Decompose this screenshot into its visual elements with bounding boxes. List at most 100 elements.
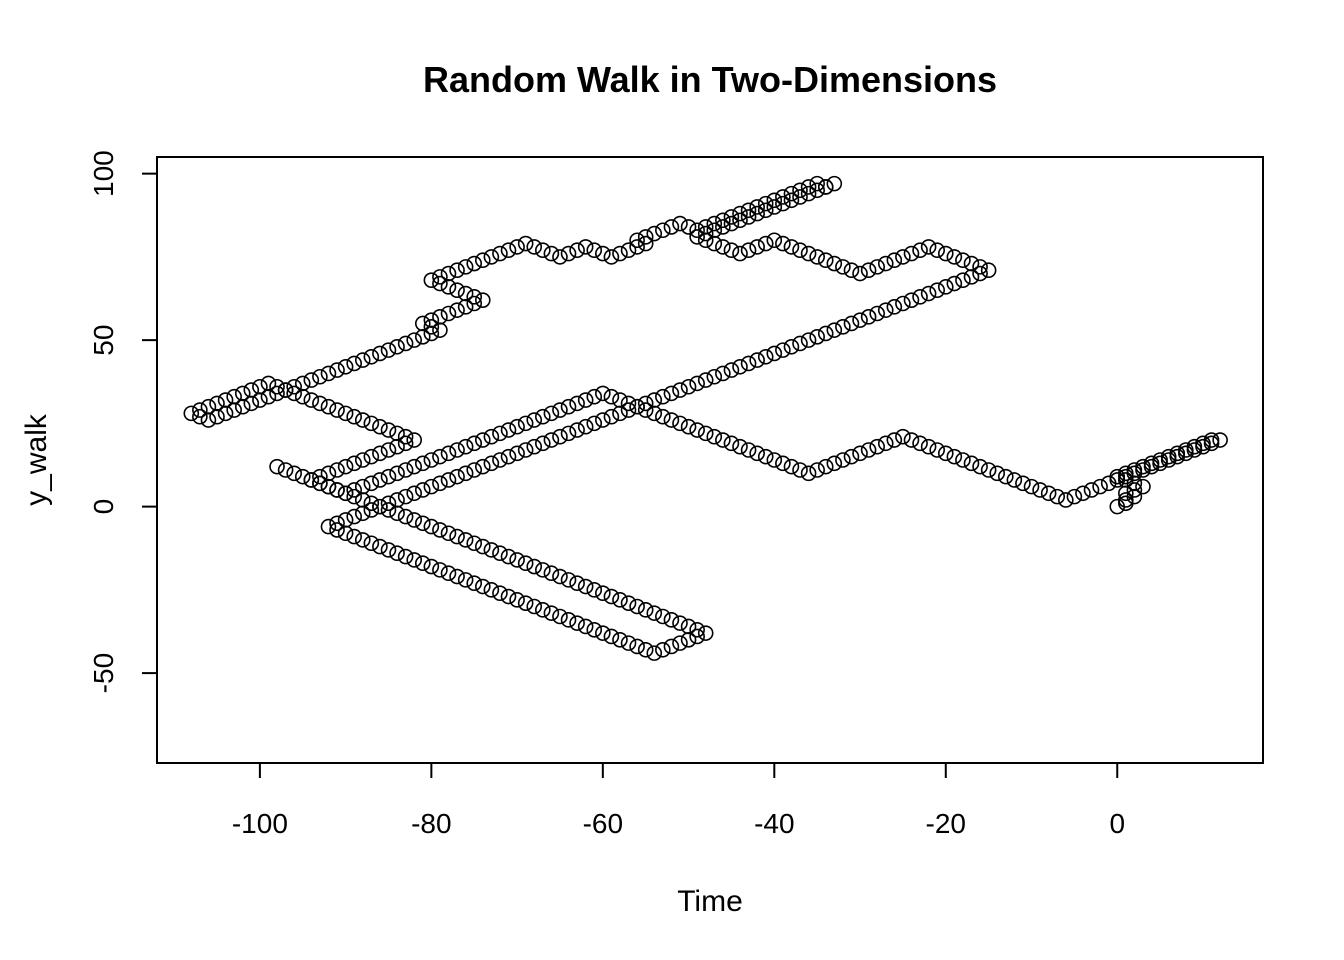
data-point xyxy=(903,432,920,448)
data-point xyxy=(535,602,551,618)
data-point xyxy=(329,482,345,498)
data-point xyxy=(312,475,328,492)
data-point xyxy=(535,242,551,259)
data-point xyxy=(414,315,431,332)
data-point xyxy=(517,595,534,611)
data-point xyxy=(629,598,645,615)
y-tick-label: 50 xyxy=(88,325,119,356)
data-point xyxy=(474,432,491,448)
data-point xyxy=(380,502,397,518)
data-point xyxy=(449,442,465,458)
data-point xyxy=(603,628,620,645)
data-point xyxy=(483,428,500,445)
data-point xyxy=(946,448,963,465)
data-point xyxy=(449,282,465,298)
data-point xyxy=(577,418,594,435)
data-point xyxy=(440,265,457,282)
data-point xyxy=(775,342,791,358)
x-tick-label: -60 xyxy=(583,808,623,839)
data-point xyxy=(689,229,705,245)
data-point xyxy=(423,478,440,495)
data-point xyxy=(603,588,620,605)
data-point xyxy=(972,259,988,275)
data-point xyxy=(817,179,834,195)
data-point xyxy=(955,272,971,288)
data-point xyxy=(1040,485,1057,502)
data-point xyxy=(397,548,414,565)
data-point xyxy=(449,468,465,485)
data-point xyxy=(1178,445,1194,462)
data-point xyxy=(1109,472,1126,488)
data-point xyxy=(500,422,517,438)
data-point xyxy=(800,245,817,262)
data-point xyxy=(972,265,988,282)
data-point xyxy=(869,438,885,455)
data-point xyxy=(509,552,525,568)
data-point xyxy=(543,605,560,621)
data-point xyxy=(363,495,380,512)
data-point xyxy=(646,225,663,242)
data-point xyxy=(363,415,380,432)
data-point xyxy=(740,209,757,225)
data-point xyxy=(783,239,800,255)
data-point xyxy=(740,202,757,219)
data-point xyxy=(603,388,620,405)
data-point xyxy=(509,418,525,435)
data-point xyxy=(680,618,697,635)
data-point xyxy=(723,242,740,259)
data-point xyxy=(689,375,705,392)
data-point xyxy=(817,325,834,342)
data-point xyxy=(937,445,954,462)
data-point xyxy=(1118,492,1134,508)
x-tick-label: -100 xyxy=(232,808,288,839)
data-point xyxy=(457,572,474,588)
data-point xyxy=(466,435,483,452)
data-point xyxy=(372,345,388,362)
data-point xyxy=(320,365,337,382)
data-point xyxy=(526,412,543,428)
data-point xyxy=(689,222,705,239)
data-point xyxy=(895,428,911,445)
data-point xyxy=(732,212,748,229)
data-point xyxy=(397,335,414,352)
data-point xyxy=(586,388,603,405)
data-point xyxy=(757,235,774,252)
data-point xyxy=(432,269,448,285)
data-point xyxy=(500,588,517,605)
data-point xyxy=(835,319,851,335)
data-point xyxy=(920,285,937,302)
data-point xyxy=(697,372,714,388)
data-point xyxy=(792,189,808,205)
data-point xyxy=(286,385,302,402)
data-point xyxy=(483,455,500,472)
data-point xyxy=(783,458,800,475)
data-point xyxy=(689,422,705,438)
data-point xyxy=(637,395,654,412)
data-point xyxy=(835,259,851,275)
data-point xyxy=(1058,492,1074,508)
data-point xyxy=(200,412,217,428)
data-point xyxy=(877,255,894,272)
data-point xyxy=(372,472,388,488)
data-point xyxy=(672,415,688,432)
data-point xyxy=(1015,475,1031,492)
data-point xyxy=(500,242,517,259)
data-point xyxy=(595,625,611,641)
data-point xyxy=(209,408,225,425)
data-point xyxy=(757,195,774,212)
data-point xyxy=(920,239,937,255)
data-point xyxy=(560,425,577,442)
data-point xyxy=(466,255,483,272)
data-point xyxy=(466,295,483,312)
data-point xyxy=(372,538,388,555)
data-point xyxy=(800,465,817,482)
data-point xyxy=(723,435,740,452)
data-point xyxy=(269,378,285,395)
data-point xyxy=(843,448,860,465)
data-point xyxy=(612,245,628,262)
data-point xyxy=(877,435,894,452)
data-point xyxy=(766,452,783,468)
data-point xyxy=(955,252,971,269)
data-point xyxy=(560,572,577,588)
